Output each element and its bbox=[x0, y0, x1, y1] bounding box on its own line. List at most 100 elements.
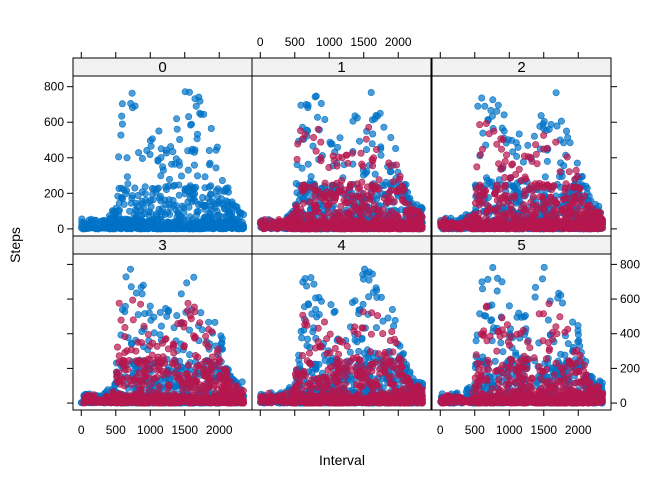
point-red bbox=[180, 342, 188, 350]
point-red bbox=[473, 163, 481, 171]
point-red bbox=[464, 223, 472, 231]
point-red bbox=[202, 332, 210, 340]
point-red bbox=[476, 121, 484, 129]
point-red bbox=[529, 193, 537, 201]
point-red bbox=[598, 215, 606, 223]
point-red bbox=[342, 199, 350, 207]
point-red bbox=[590, 225, 598, 233]
point-red bbox=[499, 199, 507, 207]
point-blue bbox=[371, 170, 379, 178]
point-blue bbox=[134, 311, 142, 319]
point-red bbox=[569, 199, 577, 207]
point-blue bbox=[139, 224, 147, 232]
point-blue bbox=[143, 147, 151, 155]
point-red bbox=[361, 225, 369, 233]
point-red bbox=[583, 211, 591, 219]
point-blue bbox=[119, 224, 127, 232]
point-blue bbox=[232, 215, 240, 223]
point-red bbox=[325, 221, 333, 229]
point-red bbox=[302, 211, 310, 219]
point-red bbox=[292, 204, 300, 212]
point-blue bbox=[355, 137, 363, 145]
point-blue bbox=[519, 158, 527, 166]
point-blue bbox=[513, 152, 521, 160]
point-blue bbox=[217, 332, 225, 340]
point-blue bbox=[159, 163, 167, 171]
point-red bbox=[311, 182, 319, 190]
point-red bbox=[532, 150, 540, 158]
point-blue bbox=[149, 190, 157, 198]
point-blue bbox=[165, 219, 173, 227]
point-red bbox=[184, 299, 192, 307]
point-red bbox=[317, 218, 325, 226]
point-blue bbox=[493, 107, 501, 115]
panel-points-1 bbox=[256, 89, 426, 233]
point-blue bbox=[228, 224, 236, 232]
point-blue bbox=[583, 184, 591, 192]
point-red bbox=[293, 155, 301, 163]
point-blue bbox=[184, 185, 192, 193]
point-blue bbox=[123, 154, 131, 162]
point-blue bbox=[537, 112, 545, 120]
point-blue bbox=[191, 148, 199, 156]
point-blue bbox=[137, 283, 145, 291]
point-blue bbox=[509, 183, 517, 191]
point-red bbox=[509, 210, 517, 218]
point-blue bbox=[225, 209, 233, 217]
point-red bbox=[492, 184, 500, 192]
point-red bbox=[390, 198, 398, 206]
point-blue bbox=[573, 159, 581, 167]
point-blue bbox=[115, 153, 123, 161]
point-blue bbox=[186, 351, 194, 359]
point-red bbox=[343, 151, 351, 159]
point-red bbox=[402, 211, 410, 219]
point-blue bbox=[128, 89, 136, 97]
point-red bbox=[565, 208, 573, 216]
point-red bbox=[336, 188, 344, 196]
point-red bbox=[369, 157, 377, 165]
point-red bbox=[565, 168, 573, 176]
point-blue bbox=[235, 208, 243, 216]
point-blue bbox=[213, 222, 221, 230]
point-red bbox=[578, 198, 586, 206]
point-red bbox=[360, 190, 368, 198]
point-blue bbox=[118, 194, 126, 202]
point-red bbox=[335, 208, 343, 216]
point-red bbox=[310, 134, 318, 142]
point-blue bbox=[204, 194, 212, 202]
point-red bbox=[580, 223, 588, 231]
point-blue bbox=[212, 187, 220, 195]
point-red bbox=[380, 221, 388, 229]
point-blue bbox=[185, 203, 193, 211]
panel-3 bbox=[77, 265, 248, 407]
point-blue bbox=[543, 157, 551, 165]
point-red bbox=[357, 149, 365, 157]
point-blue bbox=[371, 115, 379, 123]
point-blue bbox=[225, 216, 233, 224]
point-blue bbox=[201, 173, 209, 181]
point-red bbox=[328, 181, 336, 189]
point-blue bbox=[205, 318, 213, 326]
point-red bbox=[416, 216, 424, 224]
point-red bbox=[490, 127, 498, 135]
point-red bbox=[520, 192, 528, 200]
point-blue bbox=[541, 173, 549, 181]
point-blue bbox=[194, 172, 202, 180]
point-blue bbox=[127, 100, 135, 108]
point-red bbox=[385, 189, 393, 197]
point-blue bbox=[167, 143, 175, 151]
point-blue bbox=[336, 134, 344, 142]
point-blue bbox=[236, 221, 244, 229]
point-blue bbox=[125, 219, 133, 227]
point-red bbox=[552, 138, 560, 146]
point-blue bbox=[163, 312, 171, 320]
point-blue bbox=[481, 102, 489, 110]
point-blue bbox=[192, 183, 200, 191]
point-red bbox=[559, 217, 567, 225]
point-red bbox=[387, 162, 395, 170]
point-blue bbox=[145, 309, 153, 317]
point-red bbox=[307, 224, 315, 232]
point-blue bbox=[304, 160, 312, 168]
point-red bbox=[294, 140, 302, 148]
point-blue bbox=[156, 331, 164, 339]
